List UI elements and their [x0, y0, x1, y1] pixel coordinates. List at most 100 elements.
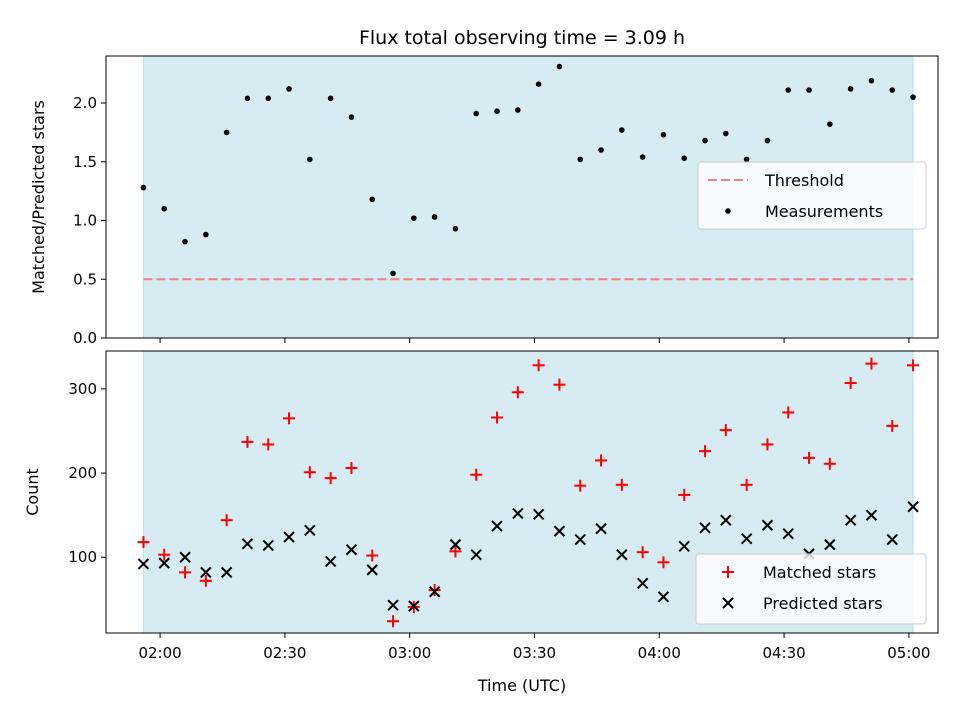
top-y-ticks: 0.0 0.5 1.0 1.5 2.0	[73, 94, 106, 347]
top-y-tick-label: 0.5	[73, 270, 97, 288]
predicted-star-point	[844, 514, 857, 526]
measurement-point	[660, 131, 667, 138]
matched-star-point	[615, 478, 628, 491]
predicted-star-point	[553, 525, 566, 537]
measurement-point	[806, 87, 812, 93]
predicted-star-point	[200, 566, 212, 579]
top-legend-box	[697, 161, 927, 230]
legend-predicted-swatch	[722, 597, 734, 609]
matched-star-point	[491, 411, 504, 424]
measurement-point	[847, 86, 854, 92]
top-panel: 0.00.51.01.52.0 Matched/Predicted stars …	[29, 55, 939, 347]
measurement-point	[723, 130, 729, 137]
predicted-star-point	[532, 508, 545, 521]
predicted-star-point	[512, 507, 524, 520]
predicted-star-point	[428, 586, 441, 598]
predicted-star-point	[387, 599, 399, 611]
matched-star-point	[179, 566, 192, 579]
measurement-point	[307, 156, 313, 163]
predicted-star-point	[449, 538, 462, 551]
measurement-point	[327, 95, 334, 102]
matched-star-point	[574, 479, 587, 492]
predicted-star-point	[179, 551, 191, 563]
matched-star-point	[761, 438, 774, 451]
x-tick-label: 02:30	[263, 644, 306, 662]
matched-star-point	[719, 424, 732, 437]
matched-star-point	[158, 548, 171, 561]
matched-star-point	[782, 406, 795, 419]
matched-star-point	[241, 435, 254, 448]
top-legend: Threshold Measurements	[697, 161, 927, 230]
predicted-star-point	[657, 591, 670, 603]
measurement-point	[182, 238, 188, 245]
matched-star-point	[262, 438, 275, 451]
predicted-star-point	[220, 566, 233, 579]
predicted-star-point	[699, 522, 711, 534]
measurement-point	[535, 81, 542, 87]
measurement-point	[681, 155, 688, 162]
matched-star-point	[470, 468, 483, 481]
chart-title: Flux total observing time = 3.09 h	[359, 27, 685, 49]
predicted-star-point	[595, 522, 607, 535]
measurement-point	[265, 95, 272, 102]
x-tick-label: 02:00	[138, 644, 181, 662]
measurement-point	[223, 129, 230, 136]
matched-star-point	[449, 545, 462, 558]
count-points	[137, 357, 920, 628]
matched-star-point	[699, 445, 712, 458]
predicted-star-point	[616, 549, 628, 561]
matched-star-point	[740, 478, 753, 491]
measurement-point	[161, 205, 168, 212]
predicted-star-point	[408, 600, 420, 612]
matched-star-point	[844, 376, 857, 389]
predicted-star-point	[574, 533, 586, 546]
measurement-point	[556, 63, 563, 70]
measurement-point	[639, 154, 646, 160]
measurement-point	[390, 270, 396, 277]
measurement-point	[910, 94, 916, 100]
predicted-star-point	[304, 524, 316, 537]
measurement-point	[515, 107, 521, 113]
bottom-y-tick-label: 200	[68, 464, 97, 482]
predicted-star-point	[782, 527, 794, 540]
measurement-point	[431, 214, 438, 220]
x-axis-label: Time (UTC)	[477, 676, 566, 695]
bottom-plot-frame	[105, 350, 939, 634]
legend-matched-swatch	[722, 566, 734, 578]
matched-star-point	[428, 584, 441, 597]
predicted-star-point	[324, 555, 337, 568]
x-tick-label: 03:00	[388, 644, 431, 662]
legend-threshold-label: Threshold	[764, 171, 844, 190]
predicted-star-point	[137, 558, 150, 570]
predicted-star-point	[158, 557, 170, 569]
bottom-y-tick-label: 100	[68, 548, 97, 566]
measurement-point	[619, 127, 625, 133]
matched-star-point	[823, 457, 836, 470]
measurement-point	[702, 137, 708, 144]
predicted-star-point	[761, 519, 774, 531]
x-tick-label: 03:30	[513, 644, 556, 662]
legend-measurements-label: Measurements	[765, 202, 883, 221]
top-y-tick-label: 1.5	[73, 153, 97, 171]
predicted-star-point	[824, 538, 836, 551]
matched-star-point	[220, 514, 233, 527]
matched-star-point	[199, 574, 212, 587]
predicted-star-point	[283, 531, 295, 543]
bottom-y-tick-label: 300	[68, 380, 97, 398]
matched-star-point	[886, 419, 899, 432]
measurement-point	[868, 77, 875, 84]
predicted-star-point	[740, 533, 753, 545]
x-tick-label: 04:00	[638, 644, 681, 662]
predicted-star-point	[470, 549, 482, 561]
measurement-point	[743, 156, 750, 163]
bottom-panel: 100 200 300 02:00 02:30 03:00 03:30 04:00 04:30…	[23, 350, 939, 695]
bottom-y-ticks: 100 200 300	[68, 380, 106, 566]
matched-star-point	[803, 451, 816, 464]
legend-matched-label: Matched stars	[763, 563, 876, 582]
measurement-point	[244, 95, 251, 102]
matched-star-point	[636, 546, 649, 559]
top-y-tick-label: 1.0	[73, 212, 97, 230]
predicted-star-point	[886, 533, 898, 546]
bottom-x-ticks: 02:00 02:30 03:00 03:30 04:00 04:30 05:00	[138, 633, 930, 662]
predicted-star-point	[636, 577, 649, 590]
